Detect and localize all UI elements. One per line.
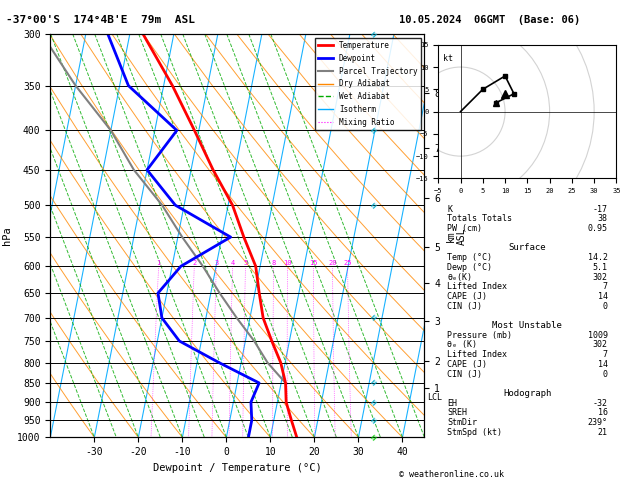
Text: 239°: 239° xyxy=(587,418,608,427)
Text: 4: 4 xyxy=(230,260,235,266)
Text: © weatheronline.co.uk: © weatheronline.co.uk xyxy=(399,469,504,479)
Text: ≡: ≡ xyxy=(369,125,380,136)
Text: LCL: LCL xyxy=(426,393,442,402)
Text: 302: 302 xyxy=(593,273,608,281)
Y-axis label: km
ASL: km ASL xyxy=(445,227,467,244)
Text: StmDir: StmDir xyxy=(447,418,477,427)
Text: CIN (J): CIN (J) xyxy=(447,302,482,311)
X-axis label: Dewpoint / Temperature (°C): Dewpoint / Temperature (°C) xyxy=(153,463,322,473)
Text: -32: -32 xyxy=(593,399,608,408)
Text: -17: -17 xyxy=(593,205,608,214)
Text: 10.05.2024  06GMT  (Base: 06): 10.05.2024 06GMT (Base: 06) xyxy=(399,15,581,25)
Text: 5: 5 xyxy=(243,260,248,266)
Text: 3: 3 xyxy=(214,260,218,266)
Text: ≡: ≡ xyxy=(369,377,380,389)
Text: kt: kt xyxy=(443,53,453,63)
Text: 38: 38 xyxy=(598,214,608,224)
Text: Temp (°C): Temp (°C) xyxy=(447,253,492,262)
Text: 1009: 1009 xyxy=(587,331,608,340)
Text: 10: 10 xyxy=(283,260,292,266)
Text: Lifted Index: Lifted Index xyxy=(447,350,507,359)
Text: ≡: ≡ xyxy=(369,415,380,426)
Text: 7: 7 xyxy=(603,282,608,291)
Text: θₑ(K): θₑ(K) xyxy=(447,273,472,281)
Text: ≡: ≡ xyxy=(369,312,380,324)
Text: 21: 21 xyxy=(598,428,608,437)
Text: 0.95: 0.95 xyxy=(587,224,608,233)
Text: 0: 0 xyxy=(603,369,608,379)
Text: CAPE (J): CAPE (J) xyxy=(447,292,487,301)
Text: PW (cm): PW (cm) xyxy=(447,224,482,233)
Text: θₑ (K): θₑ (K) xyxy=(447,340,477,349)
Text: Lifted Index: Lifted Index xyxy=(447,282,507,291)
Text: 20: 20 xyxy=(328,260,337,266)
Text: ≡: ≡ xyxy=(369,432,380,443)
Text: 2: 2 xyxy=(192,260,196,266)
Text: 302: 302 xyxy=(593,340,608,349)
Text: StmSpd (kt): StmSpd (kt) xyxy=(447,428,502,437)
Text: Dewp (°C): Dewp (°C) xyxy=(447,263,492,272)
Text: 15: 15 xyxy=(309,260,318,266)
Legend: Temperature, Dewpoint, Parcel Trajectory, Dry Adiabat, Wet Adiabat, Isotherm, Mi: Temperature, Dewpoint, Parcel Trajectory… xyxy=(314,38,421,130)
Text: SREH: SREH xyxy=(447,408,467,417)
Text: 16: 16 xyxy=(598,408,608,417)
Text: CIN (J): CIN (J) xyxy=(447,369,482,379)
Text: 5.1: 5.1 xyxy=(593,263,608,272)
Text: 14.2: 14.2 xyxy=(587,253,608,262)
Text: 14: 14 xyxy=(598,292,608,301)
Text: ≡: ≡ xyxy=(369,397,380,408)
Text: 14: 14 xyxy=(598,360,608,369)
Text: -37°00'S  174°4B'E  79m  ASL: -37°00'S 174°4B'E 79m ASL xyxy=(6,15,195,25)
Text: 0: 0 xyxy=(603,302,608,311)
Text: CAPE (J): CAPE (J) xyxy=(447,360,487,369)
Text: Most Unstable: Most Unstable xyxy=(493,321,562,330)
Text: Totals Totals: Totals Totals xyxy=(447,214,512,224)
Text: EH: EH xyxy=(447,399,457,408)
Text: ≡: ≡ xyxy=(369,200,380,211)
Text: 8: 8 xyxy=(272,260,276,266)
Text: K: K xyxy=(447,205,452,214)
Text: 7: 7 xyxy=(603,350,608,359)
Text: Pressure (mb): Pressure (mb) xyxy=(447,331,512,340)
Text: 25: 25 xyxy=(343,260,352,266)
Text: 1: 1 xyxy=(157,260,161,266)
Y-axis label: hPa: hPa xyxy=(1,226,11,245)
Text: Hodograph: Hodograph xyxy=(503,389,552,398)
Text: Surface: Surface xyxy=(508,243,546,252)
Text: ≡: ≡ xyxy=(369,28,380,40)
